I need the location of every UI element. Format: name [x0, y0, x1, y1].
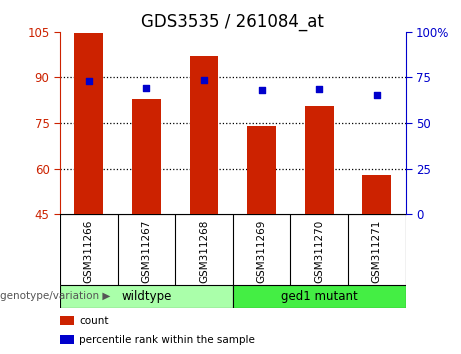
Point — [85, 78, 92, 84]
Point — [315, 86, 323, 92]
Bar — [362, 175, 391, 214]
Text: GSM311270: GSM311270 — [314, 220, 324, 283]
Bar — [60, 285, 233, 308]
Bar — [60, 335, 74, 344]
Bar — [74, 33, 103, 214]
Text: count: count — [79, 316, 108, 326]
Text: GSM311266: GSM311266 — [84, 220, 94, 283]
Title: GDS3535 / 261084_at: GDS3535 / 261084_at — [142, 13, 324, 30]
Bar — [247, 126, 276, 214]
Text: GSM311269: GSM311269 — [257, 220, 266, 283]
Point — [258, 87, 266, 93]
Text: wildtype: wildtype — [121, 290, 171, 303]
Text: percentile rank within the sample: percentile rank within the sample — [79, 335, 255, 345]
Text: genotype/variation ▶: genotype/variation ▶ — [0, 291, 110, 302]
Point — [373, 92, 381, 98]
Bar — [60, 316, 74, 325]
Bar — [132, 99, 161, 214]
Point — [200, 78, 207, 83]
Bar — [233, 285, 406, 308]
Bar — [305, 106, 334, 214]
Bar — [189, 56, 219, 214]
Text: GSM311268: GSM311268 — [199, 220, 209, 283]
Text: GSM311267: GSM311267 — [142, 220, 151, 283]
Text: GSM311271: GSM311271 — [372, 220, 382, 283]
Point — [142, 85, 150, 91]
Text: ged1 mutant: ged1 mutant — [281, 290, 358, 303]
